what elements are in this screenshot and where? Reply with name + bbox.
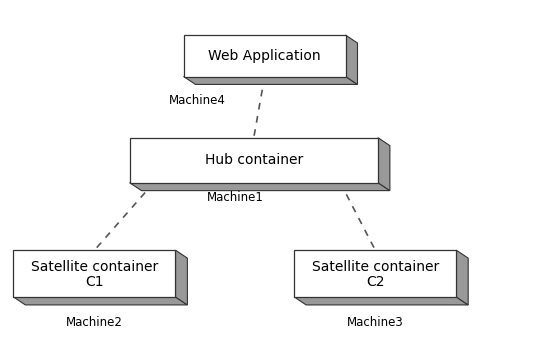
Bar xyxy=(294,250,456,297)
Text: Satellite container: Satellite container xyxy=(31,260,158,274)
Polygon shape xyxy=(14,297,187,305)
Polygon shape xyxy=(294,297,468,305)
Polygon shape xyxy=(184,77,357,85)
Polygon shape xyxy=(346,35,357,85)
Polygon shape xyxy=(378,138,390,190)
Text: Machine3: Machine3 xyxy=(347,316,404,329)
Text: Hub container: Hub container xyxy=(205,153,303,167)
Text: Satellite container: Satellite container xyxy=(312,260,439,274)
Text: Machine1: Machine1 xyxy=(206,191,264,204)
Bar xyxy=(184,35,346,77)
Text: C2: C2 xyxy=(366,275,384,289)
Text: Machine4: Machine4 xyxy=(168,94,226,107)
Polygon shape xyxy=(456,250,468,305)
Polygon shape xyxy=(130,183,390,190)
Text: Machine2: Machine2 xyxy=(66,316,123,329)
Polygon shape xyxy=(176,250,187,305)
Text: Web Application: Web Application xyxy=(208,49,321,63)
Text: C1: C1 xyxy=(85,275,104,289)
Bar xyxy=(14,250,176,297)
Bar xyxy=(130,138,378,183)
